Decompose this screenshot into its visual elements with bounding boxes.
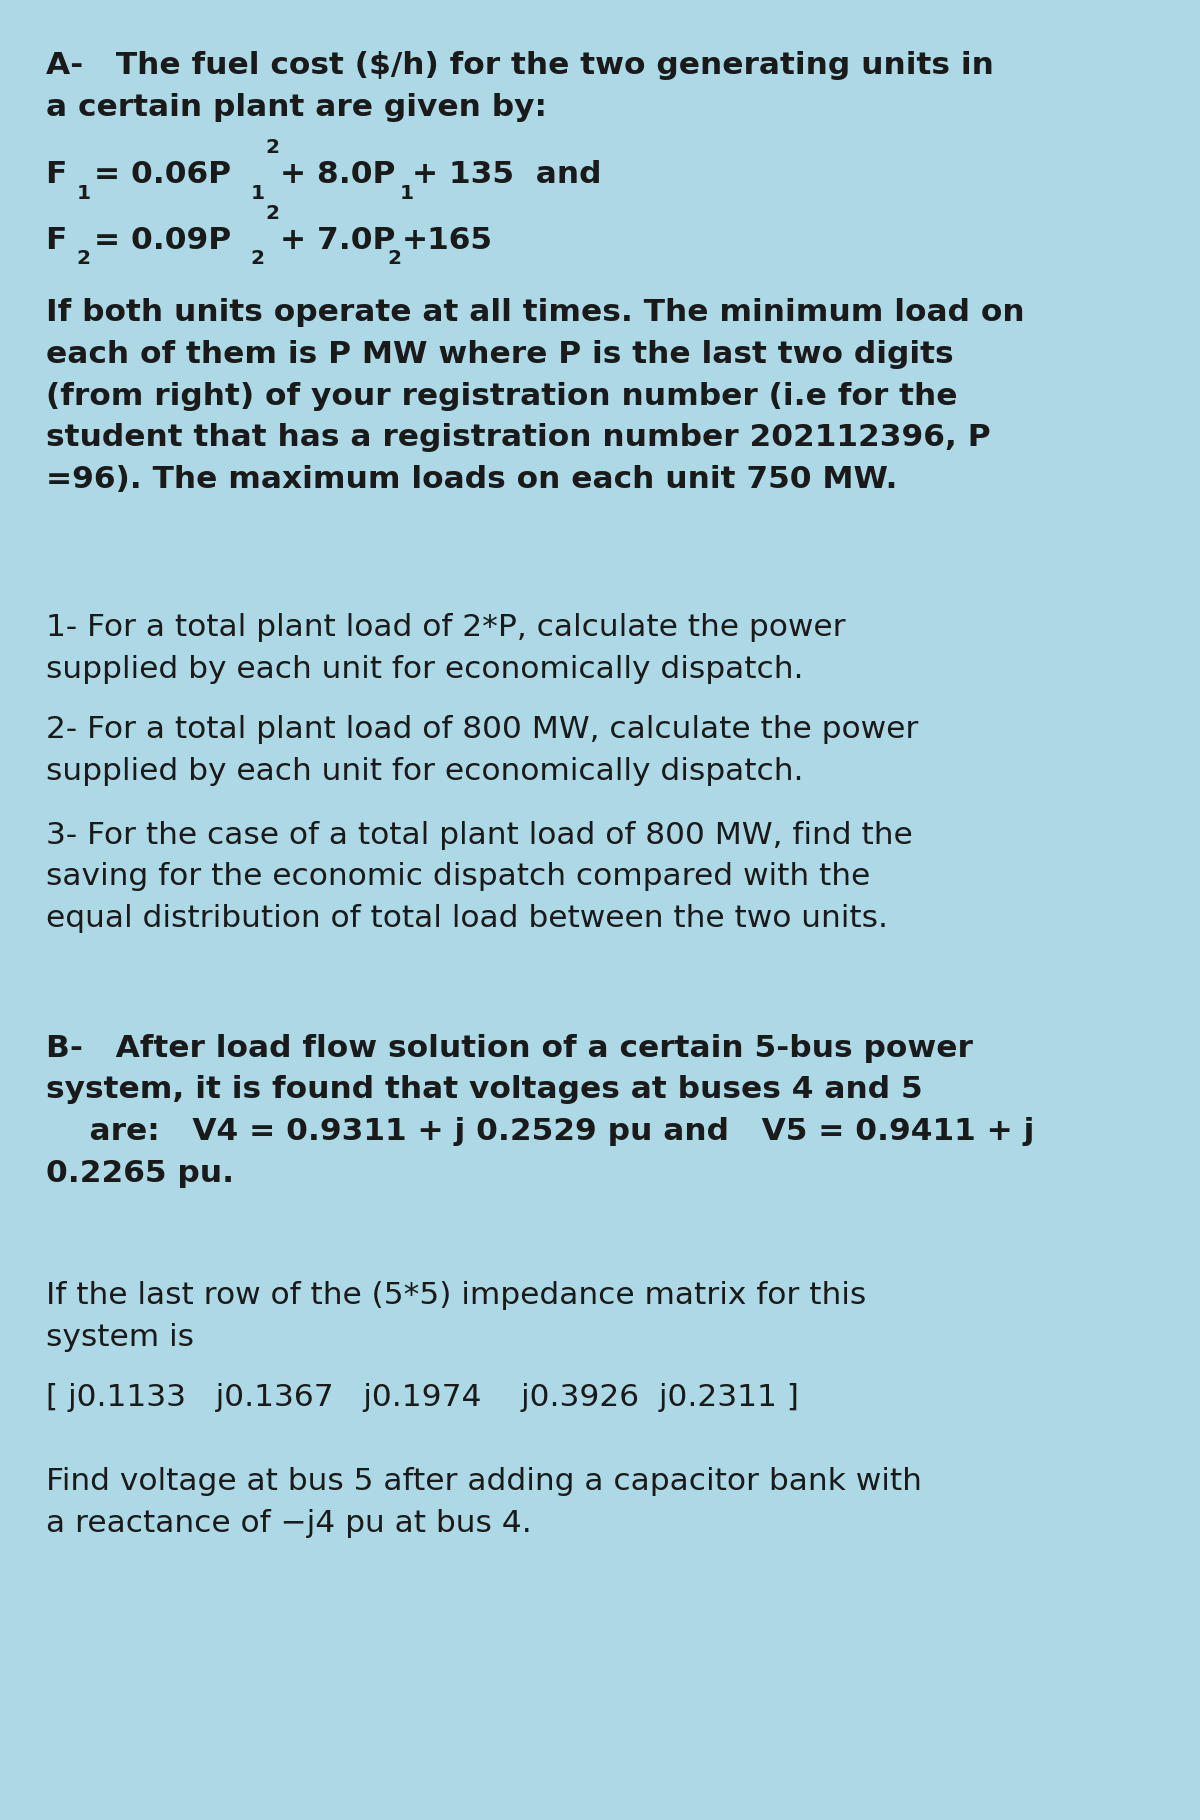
Text: 1- For a total plant load of 2*P, calculate the power
supplied by each unit for : 1- For a total plant load of 2*P, calcul…: [46, 613, 845, 684]
Text: 2- For a total plant load of 800 MW, calculate the power
supplied by each unit f: 2- For a total plant load of 800 MW, cal…: [46, 715, 918, 786]
Text: 2: 2: [265, 204, 280, 222]
Text: = 0.06P: = 0.06P: [94, 160, 230, 189]
Text: 2: 2: [265, 138, 280, 157]
Text: If both units operate at all times. The minimum load on
each of them is P MW whe: If both units operate at all times. The …: [46, 298, 1025, 493]
Text: Find voltage at bus 5 after adding a capacitor bank with
a reactance of −j4 pu a: Find voltage at bus 5 after adding a cap…: [46, 1467, 922, 1538]
Text: F: F: [46, 226, 67, 255]
Text: 2: 2: [251, 249, 265, 268]
Text: F: F: [46, 160, 67, 189]
Text: + 135  and: + 135 and: [412, 160, 601, 189]
Text: [ j0.1133   j0.1367   j0.1974    j0.3926  j0.2311 ]: [ j0.1133 j0.1367 j0.1974 j0.3926 j0.231…: [46, 1383, 798, 1412]
Text: If the last row of the (5*5) impedance matrix for this
system is: If the last row of the (5*5) impedance m…: [46, 1281, 866, 1352]
Text: 1: 1: [77, 184, 91, 202]
Text: + 7.0P: + 7.0P: [280, 226, 395, 255]
Text: 1: 1: [251, 184, 265, 202]
Text: 2: 2: [77, 249, 91, 268]
Text: = 0.09P: = 0.09P: [94, 226, 230, 255]
Text: A-   The fuel cost ($/h) for the two generating units in
a certain plant are giv: A- The fuel cost ($/h) for the two gener…: [46, 51, 994, 122]
Text: + 8.0P: + 8.0P: [280, 160, 395, 189]
Text: 2: 2: [388, 249, 402, 268]
Text: +165: +165: [402, 226, 493, 255]
Text: 3- For the case of a total plant load of 800 MW, find the
saving for the economi: 3- For the case of a total plant load of…: [46, 821, 912, 934]
Text: B-   After load flow solution of a certain 5-bus power
system, it is found that : B- After load flow solution of a certain…: [46, 1034, 1034, 1188]
Text: 1: 1: [400, 184, 414, 202]
